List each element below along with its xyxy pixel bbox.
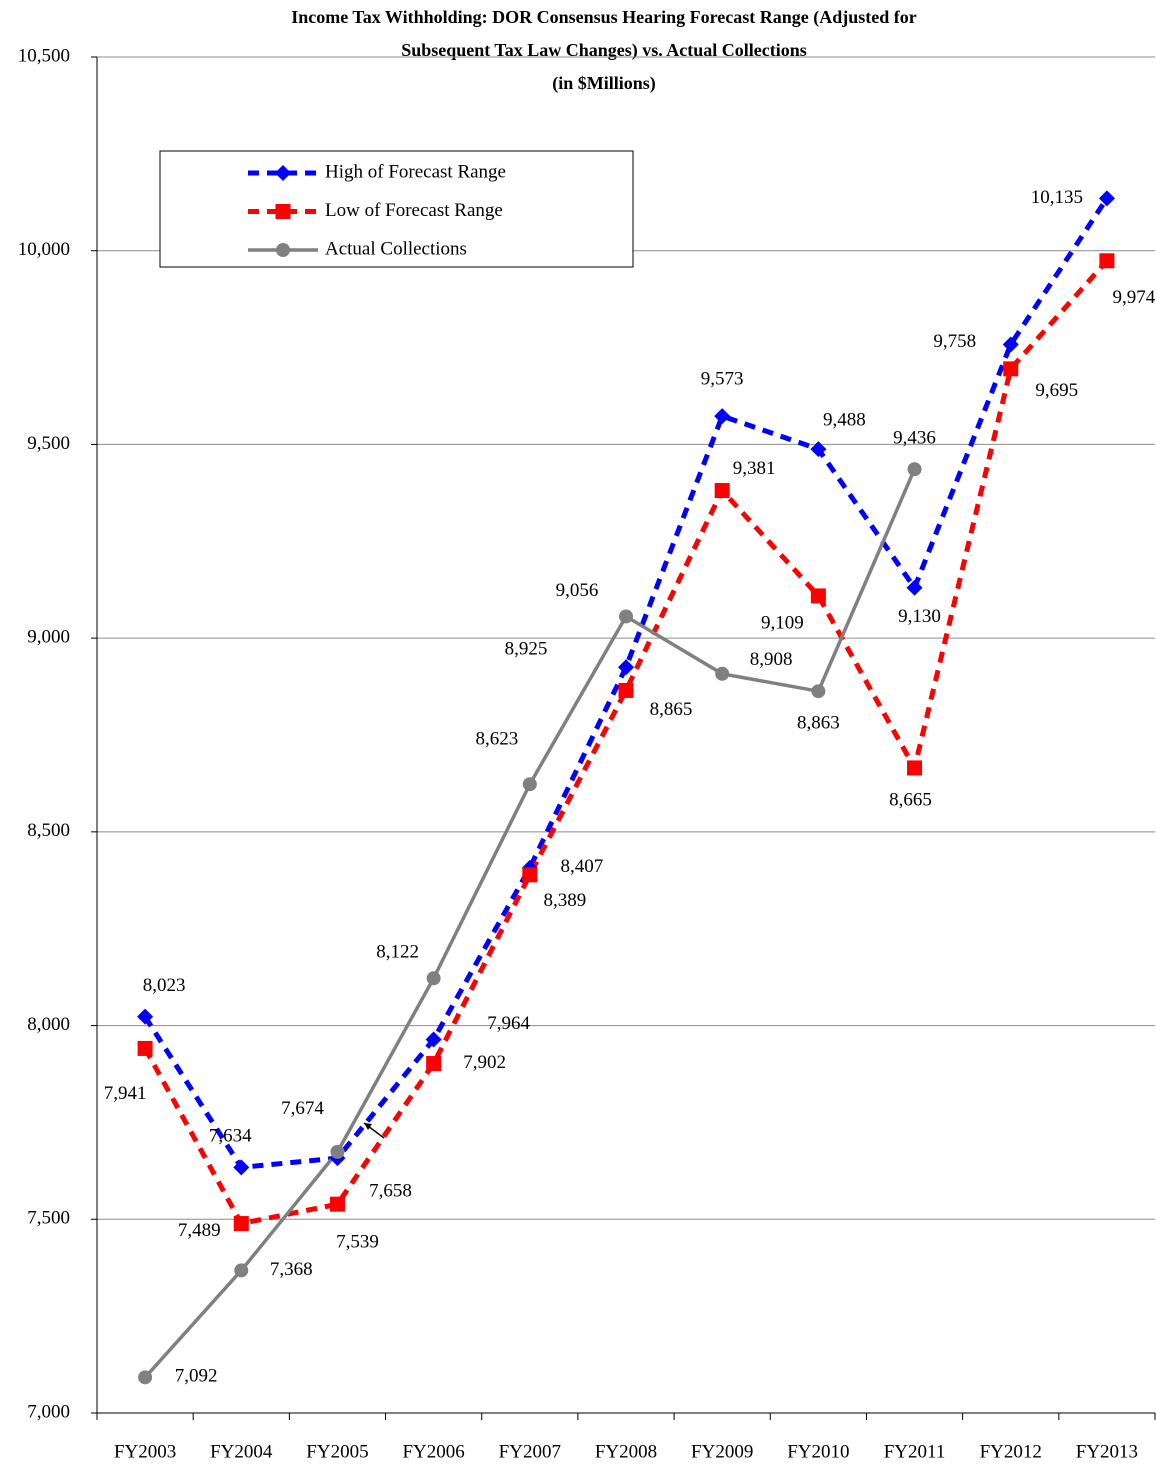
marker bbox=[1099, 253, 1115, 269]
marker bbox=[714, 483, 730, 499]
legend-label: Actual Collections bbox=[325, 238, 467, 259]
x-tick-label: FY2012 bbox=[980, 1441, 1042, 1462]
data-label: 9,381 bbox=[733, 458, 776, 479]
marker bbox=[1003, 361, 1019, 377]
data-label: 9,758 bbox=[933, 331, 976, 352]
marker bbox=[233, 1216, 249, 1232]
series-line bbox=[142, 259, 1109, 1227]
data-label: 8,863 bbox=[797, 713, 840, 734]
x-tick-label: FY2003 bbox=[114, 1441, 176, 1462]
data-label: 9,488 bbox=[823, 409, 866, 430]
annotation-arrow-head bbox=[364, 1123, 372, 1130]
marker bbox=[275, 165, 291, 181]
plot: 8,023 7,634 7,658 7,964 8,407 8,925 9,573 9,488… bbox=[104, 187, 1156, 1387]
data-label: 7,489 bbox=[178, 1220, 221, 1241]
marker bbox=[1098, 190, 1115, 207]
x-tick-label: FY2004 bbox=[210, 1441, 273, 1462]
series-line bbox=[142, 197, 1109, 1171]
marker bbox=[810, 441, 827, 458]
legend-label: Low of Forecast Range bbox=[325, 200, 503, 221]
legend bbox=[159, 150, 634, 268]
marker bbox=[714, 408, 731, 425]
legend-label: High of Forecast Range bbox=[325, 161, 506, 182]
data-label: 7,634 bbox=[209, 1126, 252, 1147]
x-tick-label: FY2005 bbox=[306, 1441, 368, 1462]
data-label: 7,902 bbox=[463, 1052, 506, 1073]
marker bbox=[715, 666, 730, 681]
marker bbox=[522, 777, 537, 792]
y-tick-label: 10,000 bbox=[18, 239, 70, 260]
legend-entries: High of Forecast Range Low of Forecast Ra… bbox=[248, 161, 506, 259]
data-label: 8,623 bbox=[475, 729, 518, 750]
marker bbox=[618, 659, 634, 676]
data-label: 9,573 bbox=[701, 369, 744, 390]
marker bbox=[276, 243, 290, 257]
marker bbox=[907, 462, 922, 477]
x-tick-label: FY2011 bbox=[884, 1441, 946, 1462]
data-label: 8,023 bbox=[143, 975, 186, 996]
data-label: 8,665 bbox=[889, 789, 932, 810]
data-label: 8,122 bbox=[376, 942, 419, 963]
data-label: 8,865 bbox=[650, 699, 693, 720]
data-label: 9,109 bbox=[761, 612, 804, 633]
x-tick-label: FY2009 bbox=[691, 1441, 753, 1462]
y-tick-label: 8,500 bbox=[27, 820, 70, 841]
y-tick-label: 10,500 bbox=[18, 45, 70, 66]
data-label: 7,964 bbox=[487, 1013, 530, 1034]
data-label: 7,368 bbox=[270, 1259, 313, 1280]
data-label: 9,436 bbox=[893, 428, 936, 449]
x-tick-label: FY2010 bbox=[787, 1441, 849, 1462]
marker bbox=[329, 1196, 345, 1212]
data-label: 7,674 bbox=[281, 1098, 324, 1119]
data-label: 8,389 bbox=[543, 890, 586, 911]
y-tick-label: 7,000 bbox=[27, 1401, 70, 1422]
data-label: 8,407 bbox=[560, 856, 603, 877]
marker bbox=[138, 1370, 153, 1385]
series-line bbox=[143, 468, 917, 1379]
data-label: 7,941 bbox=[104, 1083, 147, 1104]
y-tick-label: 9,500 bbox=[27, 433, 70, 454]
y-tick-label: 9,000 bbox=[27, 627, 70, 648]
marker bbox=[619, 609, 633, 624]
y-tick-label: 7,500 bbox=[27, 1208, 70, 1229]
data-label: 9,695 bbox=[1035, 380, 1078, 401]
marker bbox=[810, 588, 826, 604]
data-label: 8,925 bbox=[505, 639, 548, 660]
data-label: 7,539 bbox=[336, 1232, 379, 1253]
chart-title: Income Tax Withholding: DOR Consensus He… bbox=[291, 7, 917, 28]
marker bbox=[426, 1056, 442, 1072]
data-label: 7,658 bbox=[369, 1180, 412, 1201]
marker bbox=[330, 1144, 345, 1159]
x-tick-label: FY2006 bbox=[402, 1441, 464, 1462]
marker bbox=[618, 682, 634, 698]
marker bbox=[906, 579, 923, 596]
marker bbox=[137, 1008, 154, 1025]
x-tick-label: FY2007 bbox=[499, 1441, 561, 1462]
chart-title: Subsequent Tax Law Changes) vs. Actual C… bbox=[401, 40, 807, 61]
marker bbox=[426, 971, 441, 986]
marker bbox=[425, 1031, 442, 1048]
data-label: 9,056 bbox=[556, 580, 599, 601]
marker bbox=[522, 867, 538, 883]
y-tick-label: 8,000 bbox=[27, 1014, 70, 1035]
marker bbox=[907, 760, 923, 776]
data-label: 8,908 bbox=[750, 649, 793, 670]
marker bbox=[1002, 336, 1019, 353]
marker bbox=[811, 684, 826, 699]
data-label: 10,135 bbox=[1031, 187, 1083, 208]
marker bbox=[233, 1159, 250, 1176]
marker bbox=[275, 204, 291, 219]
x-tick-label: FY2013 bbox=[1076, 1441, 1138, 1462]
chart-title: (in $Millions) bbox=[552, 73, 656, 94]
x-tick-label: FY2008 bbox=[595, 1441, 657, 1462]
marker bbox=[234, 1263, 249, 1278]
data-label: 9,130 bbox=[898, 606, 941, 627]
data-label: 7,092 bbox=[175, 1366, 218, 1387]
marker bbox=[137, 1040, 153, 1056]
data-label: 9,974 bbox=[1113, 287, 1156, 308]
